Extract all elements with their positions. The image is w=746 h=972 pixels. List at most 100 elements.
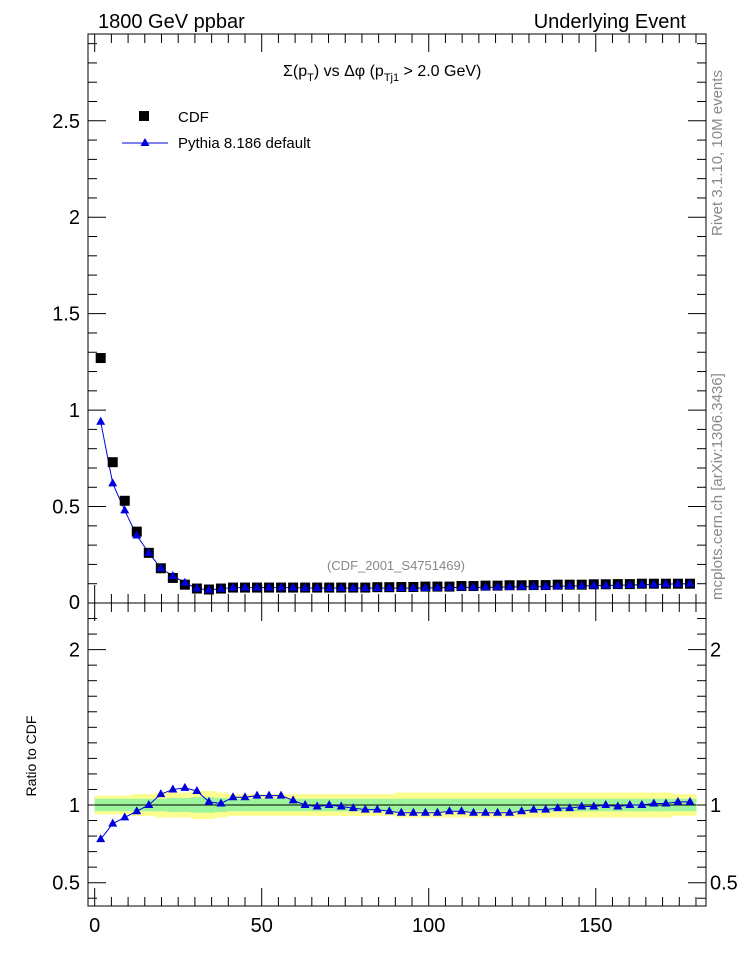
pythia-point	[108, 478, 118, 487]
ratio-pythia-point	[456, 806, 466, 815]
pythia-point	[372, 582, 382, 591]
ratio-pythia-point	[493, 807, 503, 816]
pythia-point	[613, 580, 623, 589]
pythia-point	[589, 580, 599, 589]
legend-pythia-label: Pythia 8.186 default	[178, 135, 311, 152]
ratio-pythia-point	[252, 790, 262, 799]
ratio-pythia-point	[553, 803, 563, 812]
pythia-point	[156, 563, 166, 572]
pythia-point	[481, 582, 491, 591]
pythia-point	[517, 581, 527, 590]
ratio-pythia-point	[144, 800, 154, 808]
pythia-point	[228, 582, 238, 591]
rivet-label: Rivet 3.1.10, 10M events	[709, 70, 726, 236]
ratio-ylabel: Ratio to CDF	[23, 716, 39, 797]
ratio-pythia-point	[336, 801, 346, 810]
pythia-point	[649, 579, 659, 588]
pythia-point	[541, 581, 551, 590]
pythia-point	[168, 570, 178, 579]
pythia-point	[336, 582, 346, 591]
ratio-pythia-point	[432, 807, 442, 816]
main-data-marks	[95, 353, 695, 595]
ratio-pythia-point	[517, 806, 527, 815]
ratio-x-tick-label: 50	[251, 915, 273, 937]
ratio-pythia-point	[577, 801, 587, 810]
pythia-point	[300, 582, 310, 591]
ratio-pythia-point	[565, 803, 575, 812]
pythia-point	[252, 582, 262, 591]
pythia-point	[132, 530, 142, 539]
ratio-pythia-point	[384, 806, 394, 815]
ratio-pythia-point	[132, 806, 142, 815]
ratio-y-tick-label-right: 2	[710, 640, 721, 662]
pythia-point	[685, 578, 695, 587]
pythia-point	[673, 578, 683, 587]
mcplots-label: mcplots.cern.ch [arXiv:1306.3436]	[709, 373, 726, 600]
main-y-tick-label: 1.5	[52, 304, 80, 326]
ratio-axis-ticks: 0.5 0.5 1 1 2 2 0 50 100 150	[52, 603, 738, 937]
ratio-pythia-point	[685, 796, 695, 805]
header-left: 1800 GeV ppbar	[98, 11, 245, 33]
main-y-tick-label: 2	[69, 207, 80, 229]
legend: CDF Pythia 8.186 default	[122, 109, 311, 152]
cdf-point	[119, 495, 130, 506]
ratio-pythia-point	[396, 807, 406, 816]
pythia-point	[408, 583, 418, 592]
ratio-pythia-point	[348, 803, 358, 812]
pythia-point	[204, 584, 214, 593]
pythia-point	[312, 582, 322, 591]
ratio-pythia-point	[529, 804, 539, 813]
ratio-y-tick-label: 1	[69, 795, 80, 817]
pythia-point	[144, 547, 154, 556]
ratio-pythia-point	[240, 792, 250, 801]
main-title: Σ(pT) vs Δφ (pTj1 > 2.0 GeV)	[283, 63, 481, 84]
ratio-pythia-point	[192, 786, 202, 795]
main-y-tick-label: 0.5	[52, 497, 80, 519]
ratio-pythia-point	[444, 806, 454, 815]
pythia-point	[96, 416, 106, 425]
ratio-x-tick-label: 0	[89, 915, 100, 937]
ratio-pythia-point	[613, 801, 623, 810]
pythia-point	[577, 580, 587, 589]
pythia-point	[288, 582, 298, 591]
pythia-point	[468, 582, 478, 591]
ratio-panel-frame	[87, 602, 707, 907]
pythia-point	[565, 581, 575, 590]
ratio-pythia-point	[649, 798, 659, 807]
pythia-point	[264, 582, 274, 591]
legend-cdf-marker	[139, 111, 149, 121]
pythia-point	[456, 582, 466, 591]
main-axis-ticks: 0.5 1 1.5 2 2.5 0	[52, 34, 706, 614]
ratio-pythia-point	[505, 807, 515, 816]
ratio-pythia-point	[156, 789, 166, 798]
ratio-pythia-point	[180, 782, 190, 791]
cdf-point	[95, 353, 106, 364]
pythia-point	[324, 582, 334, 591]
pythia-point	[240, 582, 250, 591]
ratio-pythia-point	[661, 798, 671, 807]
pythia-point	[180, 577, 190, 586]
pythia-point	[493, 582, 503, 591]
ratio-x-tick-label: 150	[579, 915, 612, 937]
legend-cdf-label: CDF	[178, 109, 209, 126]
pythia-point	[420, 582, 430, 591]
ratio-pythia-point	[637, 800, 647, 808]
pythia-point	[396, 583, 406, 592]
pythia-point	[384, 583, 394, 592]
ratio-pythia-point	[481, 807, 491, 816]
ratio-pythia-point	[408, 807, 418, 816]
pythia-point	[601, 580, 611, 589]
pythia-point	[120, 505, 130, 514]
pythia-point	[553, 581, 563, 590]
cdf-point	[107, 457, 118, 468]
header-right: Underlying Event	[534, 11, 687, 33]
pythia-point	[216, 583, 226, 592]
pythia-point	[276, 582, 286, 591]
ratio-pythia-point	[673, 796, 683, 805]
ratio-pythia-point	[601, 800, 611, 808]
pythia-point	[661, 579, 671, 588]
pythia-point	[432, 582, 442, 591]
ratio-pythia-point	[589, 801, 599, 810]
ratio-pythia-point	[468, 807, 478, 816]
